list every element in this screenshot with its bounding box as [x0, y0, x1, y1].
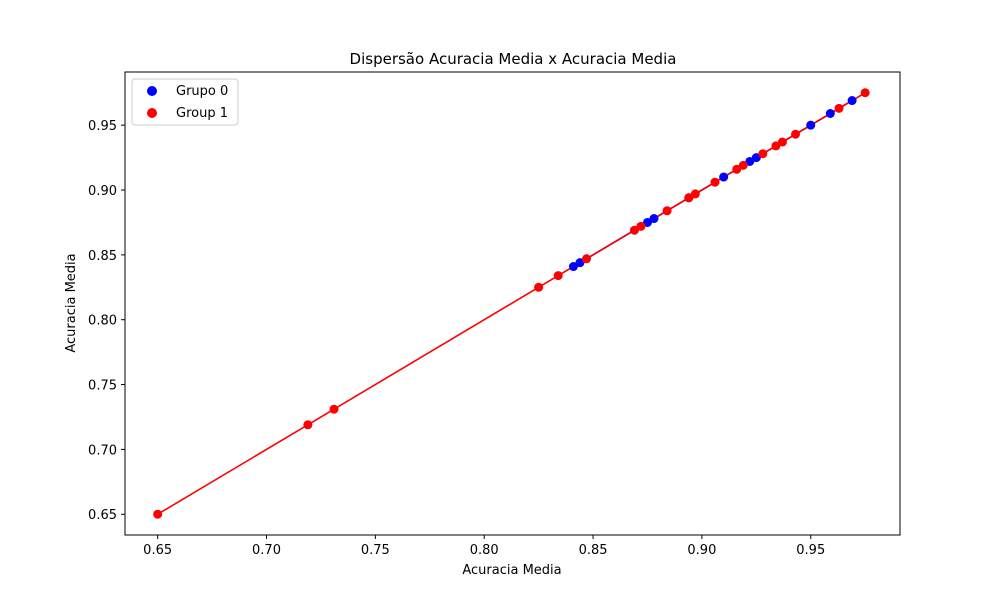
series-points — [153, 88, 870, 519]
data-point-group-1 — [791, 129, 801, 139]
data-point-grupo-0 — [719, 172, 729, 182]
data-point-group-1 — [732, 164, 742, 174]
data-point-group-1 — [582, 254, 592, 264]
x-tick-label: 0.80 — [470, 543, 499, 558]
data-point-group-1 — [738, 160, 748, 170]
x-tick-label: 0.65 — [143, 543, 172, 558]
y-tick-label: 0.70 — [88, 443, 117, 458]
legend-box — [131, 78, 239, 126]
data-point-group-1 — [758, 149, 768, 159]
y-tick-label: 0.80 — [88, 314, 117, 329]
y-tick-label: 0.85 — [88, 249, 117, 264]
x-tick-label: 0.90 — [687, 543, 716, 558]
y-axis-ticks: 0.65 0.70 0.75 0.80 0.85 0.90 0.95 — [88, 119, 125, 523]
data-point-grupo-0 — [568, 262, 578, 272]
plot-area — [124, 71, 901, 536]
y-tick-label: 0.90 — [88, 184, 117, 199]
data-point-group-1 — [860, 88, 870, 98]
x-tick-label: 0.75 — [361, 543, 390, 558]
data-point-grupo-0 — [847, 96, 857, 106]
data-point-grupo-0 — [745, 156, 755, 166]
data-point-group-1 — [690, 189, 700, 199]
legend-label-group-1: Group 1 — [176, 106, 228, 121]
data-point-group-1 — [329, 404, 339, 414]
x-axis-label: Acuracia Media — [462, 563, 561, 578]
data-point-group-1 — [771, 141, 781, 151]
x-axis-ticks: 0.65 0.70 0.75 0.80 0.85 0.90 0.95 — [143, 535, 825, 558]
x-tick-label: 0.85 — [579, 543, 608, 558]
data-point-grupo-0 — [642, 217, 652, 227]
data-point-group-1 — [662, 206, 672, 216]
chart-title: Dispersão Acuracia Media x Acuracia Medi… — [350, 50, 677, 68]
data-point-group-1 — [710, 177, 720, 187]
data-point-group-1 — [553, 271, 563, 281]
legend-marker-grupo-0 — [147, 86, 157, 96]
x-tick-label: 0.95 — [796, 543, 825, 558]
legend-marker-group-1 — [147, 108, 157, 118]
data-point-group-1 — [534, 282, 544, 292]
data-point-group-1 — [684, 193, 694, 203]
plot-frame — [124, 71, 901, 536]
data-point-group-1 — [777, 137, 787, 147]
y-tick-label: 0.65 — [88, 508, 117, 523]
x-tick-label: 0.70 — [252, 543, 281, 558]
data-point-grupo-0 — [806, 120, 816, 130]
data-point-group-1 — [636, 221, 646, 231]
data-point-group-1 — [153, 509, 163, 519]
y-tick-label: 0.75 — [88, 379, 117, 394]
legend: Grupo 0 Group 1 — [131, 78, 239, 126]
data-point-grupo-0 — [825, 109, 835, 119]
legend-label-grupo-0: Grupo 0 — [176, 84, 228, 99]
y-tick-label: 0.95 — [88, 119, 117, 134]
data-point-group-1 — [303, 420, 313, 430]
y-axis-label: Acuracia Media — [64, 253, 79, 352]
data-point-grupo-0 — [575, 258, 585, 268]
data-point-group-1 — [629, 225, 639, 235]
data-point-grupo-0 — [649, 214, 659, 224]
data-point-group-1 — [834, 103, 844, 113]
data-point-grupo-0 — [751, 153, 761, 163]
